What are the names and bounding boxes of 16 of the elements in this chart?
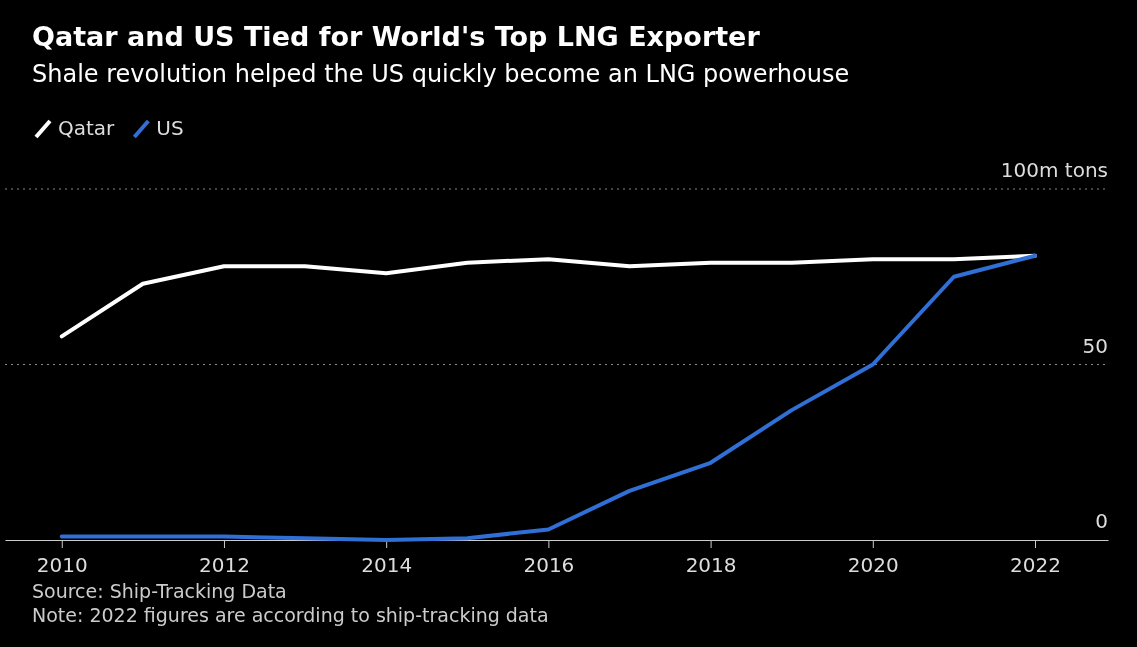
x-tick-label: 2012 bbox=[199, 553, 250, 578]
x-tick-label: 2022 bbox=[1010, 553, 1061, 578]
x-tick-label: 2010 bbox=[36, 553, 88, 578]
chart-title: Qatar and US Tied for World's Top LNG Exporter bbox=[32, 21, 761, 52]
legend-label: US bbox=[156, 116, 184, 140]
y-tick-label: 100m tons bbox=[1000, 158, 1108, 182]
y-tick-label: 50 bbox=[1082, 333, 1108, 358]
x-tick-label: 2016 bbox=[523, 553, 575, 578]
x-tick-label: 2018 bbox=[685, 553, 737, 578]
x-tick-label: 2020 bbox=[847, 553, 899, 578]
chart-subtitle: Shale revolution helped the US quickly become an LNG powerhouse bbox=[32, 60, 850, 88]
y-tick-label: 0 bbox=[1095, 509, 1108, 533]
text: Note: 2022 figures are according to ship-tracking data bbox=[32, 604, 549, 626]
legend-label: Qatar bbox=[58, 116, 116, 140]
x-tick-label: 2014 bbox=[361, 553, 413, 578]
source-note: Source: Ship-Tracking Data bbox=[32, 580, 287, 602]
